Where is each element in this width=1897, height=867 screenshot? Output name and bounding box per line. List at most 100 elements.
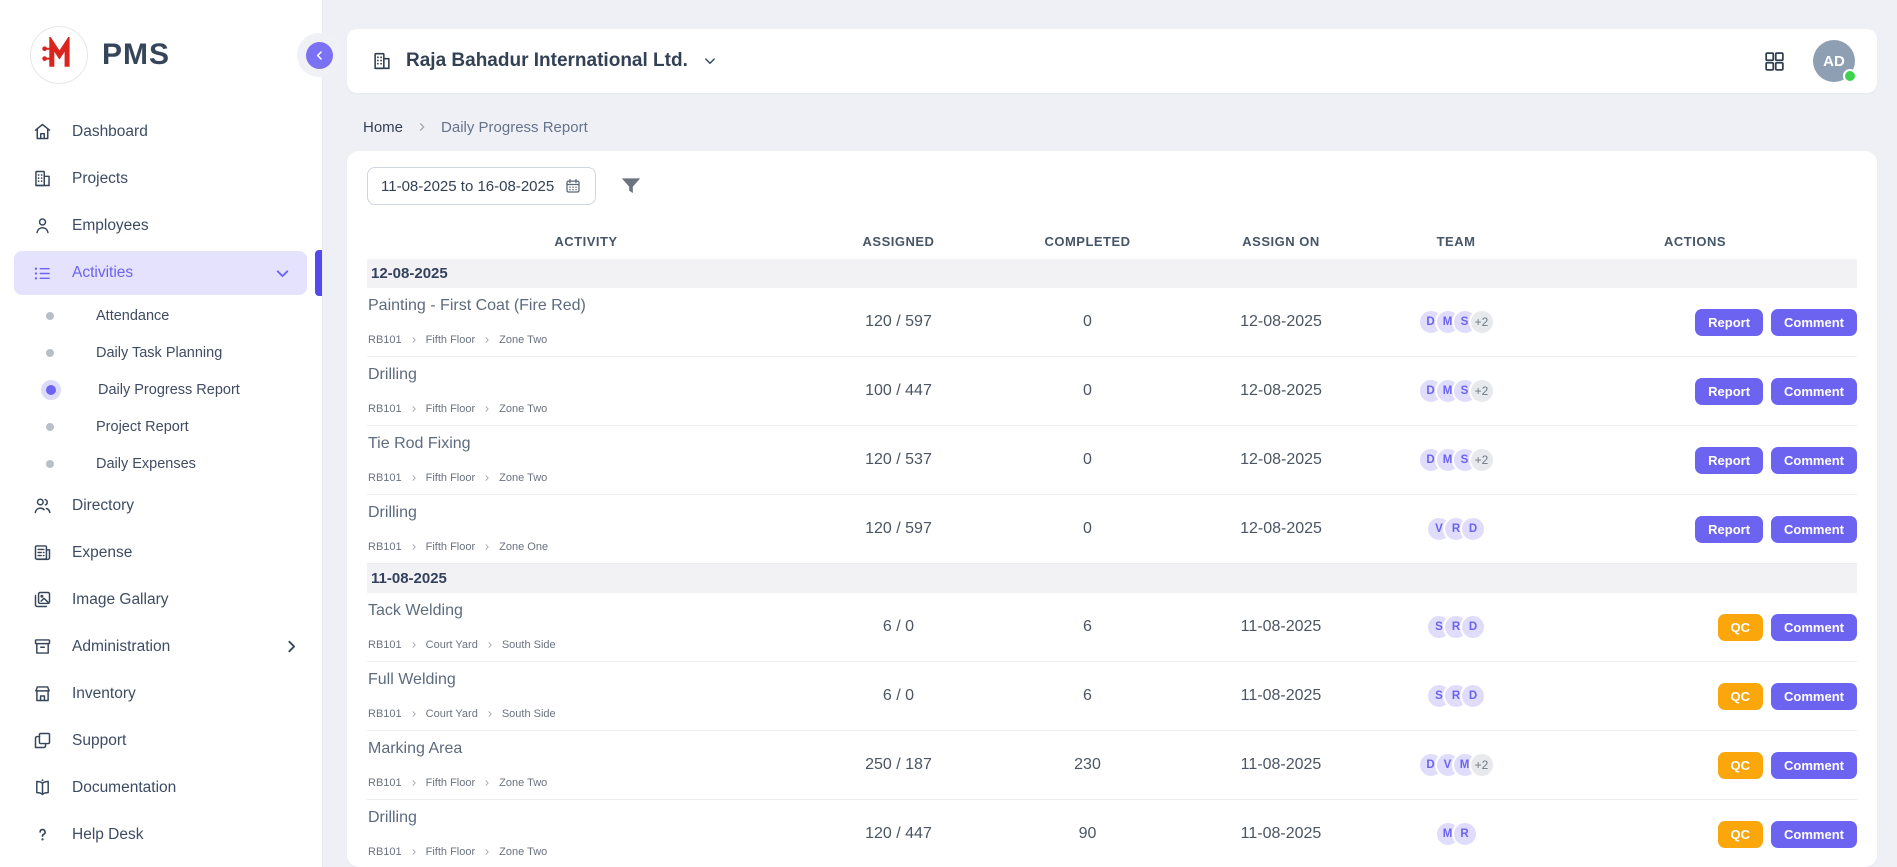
sidebar-item-inventory[interactable]: Inventory xyxy=(0,670,322,717)
path-segment: South Side xyxy=(502,639,556,651)
activity-title: Drilling xyxy=(368,809,805,827)
activity-row: Full Welding RB101Court YardSouth Side 6… xyxy=(367,662,1857,731)
chevron-down-icon xyxy=(272,263,293,284)
sidebar-item-label: Expense xyxy=(72,544,302,562)
filter-button[interactable] xyxy=(618,173,644,199)
users-icon xyxy=(32,495,53,516)
comment-button[interactable]: Comment xyxy=(1771,516,1857,543)
company-selector[interactable]: Raja Bahadur International Ltd. xyxy=(371,50,719,72)
team-extra-count[interactable]: +2 xyxy=(1469,378,1495,404)
team-extra-count[interactable]: +2 xyxy=(1469,447,1495,473)
main-area: Raja Bahadur International Ltd. AD Home … xyxy=(323,0,1897,867)
store-icon xyxy=(32,683,53,704)
activity-cell: Marking Area RB101Fifth FloorZone Two xyxy=(367,731,805,799)
assign-on-date: 12-08-2025 xyxy=(1183,382,1379,400)
sidebar-subitem-daily-expenses[interactable]: Daily Expenses xyxy=(0,445,322,482)
bullet-icon xyxy=(46,460,54,468)
table-body: 12-08-2025 Painting - First Coat (Fire R… xyxy=(367,259,1857,867)
report-button[interactable]: Report xyxy=(1695,378,1763,405)
building-icon xyxy=(32,168,53,189)
sidebar-item-label: Support xyxy=(72,732,302,750)
sidebar-subitem-label: Daily Progress Report xyxy=(98,382,240,398)
sidebar: PMS Dashboard Projects Employees Activit… xyxy=(0,0,323,867)
sidebar-item-employees[interactable]: Employees xyxy=(0,202,322,249)
user-avatar[interactable]: AD xyxy=(1813,40,1855,82)
completed-value: 90 xyxy=(992,825,1183,843)
sidebar-item-administration[interactable]: Administration xyxy=(0,623,322,670)
report-button[interactable]: Report xyxy=(1695,516,1763,543)
qc-button[interactable]: QC xyxy=(1718,821,1764,848)
activity-row: Marking Area RB101Fifth FloorZone Two 25… xyxy=(367,731,1857,800)
activity-cell: Drilling RB101Fifth FloorZone One xyxy=(367,495,805,563)
path-segment: RB101 xyxy=(368,708,402,720)
team-member-avatar[interactable]: D xyxy=(1460,683,1486,709)
sidebar-item-support[interactable]: Support xyxy=(0,717,322,764)
sidebar-collapse-button[interactable] xyxy=(306,42,333,69)
team-avatars: DMS+2 xyxy=(1379,447,1533,473)
path-segment: Fifth Floor xyxy=(426,472,476,484)
assigned-value: 6 / 0 xyxy=(805,618,992,636)
sidebar-item-dashboard[interactable]: Dashboard xyxy=(0,108,322,155)
team-member-avatar[interactable]: R xyxy=(1452,821,1478,847)
sidebar-item-expense[interactable]: Expense xyxy=(0,529,322,576)
team-member-avatar[interactable]: D xyxy=(1460,516,1486,542)
comment-button[interactable]: Comment xyxy=(1771,752,1857,779)
sidebar-item-image-gallary[interactable]: Image Gallary xyxy=(0,576,322,623)
completed-value: 6 xyxy=(992,687,1183,705)
sidebar-item-activities[interactable]: Activities xyxy=(14,251,307,295)
activity-row: Drilling RB101Fifth FloorZone Two 100 / … xyxy=(367,357,1857,426)
comment-button[interactable]: Comment xyxy=(1771,683,1857,710)
path-segment: RB101 xyxy=(368,777,402,789)
activity-cell: Drilling RB101Fifth FloorZone Two xyxy=(367,800,805,867)
assigned-value: 120 / 537 xyxy=(805,451,992,469)
comment-button[interactable]: Comment xyxy=(1771,614,1857,641)
breadcrumb-home-link[interactable]: Home xyxy=(363,119,403,136)
completed-value: 0 xyxy=(992,451,1183,469)
path-segment: RB101 xyxy=(368,403,402,415)
sidebar-item-documentation[interactable]: Documentation xyxy=(0,764,322,811)
chevron-right-icon xyxy=(485,709,495,719)
bullet-icon xyxy=(46,312,54,320)
sidebar-subitem-daily-progress-report[interactable]: Daily Progress Report xyxy=(0,371,322,408)
report-button[interactable]: Report xyxy=(1695,309,1763,336)
chevron-right-icon xyxy=(409,542,419,552)
assigned-value: 6 / 0 xyxy=(805,687,992,705)
sidebar-item-label: Activities xyxy=(72,264,253,282)
date-range-input[interactable]: 11-08-2025 to 16-08-2025 xyxy=(367,167,596,205)
qc-button[interactable]: QC xyxy=(1718,614,1764,641)
sidebar-item-help-desk[interactable]: Help Desk xyxy=(0,811,322,858)
sidebar-subitem-project-report[interactable]: Project Report xyxy=(0,408,322,445)
activity-row: Drilling RB101Fifth FloorZone Two 120 / … xyxy=(367,800,1857,867)
team-extra-count[interactable]: +2 xyxy=(1469,309,1495,335)
report-card: 11-08-2025 to 16-08-2025 ActivityAssigne… xyxy=(347,151,1877,867)
sidebar-item-label: Help Desk xyxy=(72,826,302,844)
path-segment: Fifth Floor xyxy=(426,777,476,789)
activity-row: Tack Welding RB101Court YardSouth Side 6… xyxy=(367,593,1857,662)
sidebar-item-directory[interactable]: Directory xyxy=(0,482,322,529)
assign-on-date: 11-08-2025 xyxy=(1183,687,1379,705)
apps-grid-button[interactable] xyxy=(1762,49,1787,74)
chevron-right-icon xyxy=(482,473,492,483)
sidebar-subitem-daily-task-planning[interactable]: Daily Task Planning xyxy=(0,334,322,371)
assigned-value: 120 / 597 xyxy=(805,313,992,331)
qc-button[interactable]: QC xyxy=(1718,752,1764,779)
sidebar-item-projects[interactable]: Projects xyxy=(0,155,322,202)
sidebar-subitem-attendance[interactable]: Attendance xyxy=(0,297,322,334)
comment-button[interactable]: Comment xyxy=(1771,309,1857,336)
date-group-header: 12-08-2025 xyxy=(367,259,1857,288)
comment-button[interactable]: Comment xyxy=(1771,447,1857,474)
column-header-assign-on: Assign On xyxy=(1183,234,1379,249)
breadcrumb-current: Daily Progress Report xyxy=(441,119,588,136)
sidebar-subitem-label: Daily Task Planning xyxy=(96,345,222,361)
path-segment: Fifth Floor xyxy=(426,334,476,346)
team-member-avatar[interactable]: D xyxy=(1460,614,1486,640)
app-root: PMS Dashboard Projects Employees Activit… xyxy=(0,0,1897,867)
qc-button[interactable]: QC xyxy=(1718,683,1764,710)
comment-button[interactable]: Comment xyxy=(1771,378,1857,405)
chevron-right-icon xyxy=(482,404,492,414)
assigned-value: 100 / 447 xyxy=(805,382,992,400)
comment-button[interactable]: Comment xyxy=(1771,821,1857,848)
team-extra-count[interactable]: +2 xyxy=(1469,752,1495,778)
report-button[interactable]: Report xyxy=(1695,447,1763,474)
list-icon xyxy=(32,263,53,284)
